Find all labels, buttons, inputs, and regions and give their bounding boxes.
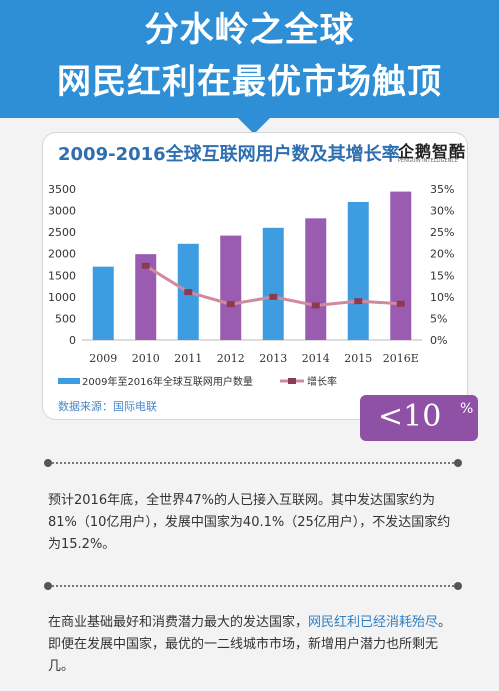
penguin-logo: 企鹅智酷 PENGUIN INTELLIGENCE xyxy=(388,138,466,166)
bar-2014 xyxy=(305,218,327,340)
legend: 2009年至2016年全球互联网用户数量 增长率 xyxy=(58,375,337,388)
y2-tick-label: 30% xyxy=(430,205,454,218)
y2-tick-label: 25% xyxy=(430,226,454,239)
paragraph-2-pre: 在商业基础最好和消费潜力最大的发达国家， xyxy=(48,615,309,630)
x-tick-label: 2012 xyxy=(217,352,245,365)
x-tick-label: 2016E xyxy=(383,352,419,365)
badge-value: <10 xyxy=(378,399,442,434)
growth-point xyxy=(226,301,235,308)
y-tick-label: 500 xyxy=(55,312,76,325)
paragraph-2-post: 。即便在发展中国家，最优的一二线城市市场，新增用户潜力也所剩无几。 xyxy=(48,615,452,674)
x-tick-label: 2010 xyxy=(132,352,160,365)
divider-top xyxy=(44,459,462,467)
bar-2013 xyxy=(262,227,284,340)
banner-pointer xyxy=(236,116,272,134)
y-tick-label: 3500 xyxy=(48,183,76,196)
bar-series xyxy=(92,191,412,340)
growth-point xyxy=(311,302,320,309)
bar-2016E xyxy=(390,191,412,340)
x-tick-label: 2013 xyxy=(259,352,287,365)
badge-unit: % xyxy=(460,401,474,417)
logo-text: 企鹅智酷 xyxy=(398,142,467,161)
growth-point xyxy=(269,293,278,300)
y2-tick-label: 35% xyxy=(430,183,454,196)
growth-point xyxy=(141,262,150,269)
y2-tick-label: 5% xyxy=(430,312,447,325)
divider-middle xyxy=(44,582,462,590)
bar-2015 xyxy=(347,201,369,340)
bar-2010 xyxy=(135,254,157,340)
paragraph-1: 预计2016年底，全世界47%的人已接入互联网。其中发达国家约为81%（10亿用… xyxy=(48,493,451,552)
x-tick-label: 2014 xyxy=(302,352,330,365)
paragraph-2: 在商业基础最好和消费潜力最大的发达国家，网民红利已经消耗殆尽。即便在发展中国家，… xyxy=(48,612,460,678)
x-axis: 2009 2010 2011 2012 2013 2014 2015 2016E xyxy=(89,352,419,365)
growth-point xyxy=(354,298,363,305)
y2-tick-label: 0% xyxy=(430,334,447,347)
data-source: 数据来源：国际电联 xyxy=(58,400,157,413)
growth-point xyxy=(396,300,405,307)
y-tick-label: 1000 xyxy=(48,291,76,304)
y2-tick-label: 15% xyxy=(430,269,454,282)
chart-title: 2009-2016全球互联网用户数及其增长率 xyxy=(58,144,400,165)
legend-swatch-growth-marker xyxy=(288,378,296,384)
x-tick-label: 2009 xyxy=(89,352,117,365)
growth-point xyxy=(184,289,193,296)
banner-title-line2: 网民红利在最优市场触顶 xyxy=(57,62,442,102)
legend-label-users: 2009年至2016年全球互联网用户数量 xyxy=(82,375,253,388)
y2-tick-label: 20% xyxy=(430,248,454,261)
x-tick-label: 2015 xyxy=(344,352,372,365)
x-tick-label: 2011 xyxy=(174,352,202,365)
bar-2009 xyxy=(92,266,114,340)
bar-2012 xyxy=(220,235,242,340)
y-axis-left: 3500 3000 2500 2000 1500 1000 500 0 xyxy=(48,183,76,347)
growth-badge: <10 % xyxy=(360,395,478,441)
y-axis-right: 35% 30% 25% 20% 15% 10% 5% 0% xyxy=(430,183,454,347)
legend-swatch-users xyxy=(58,378,80,384)
y-tick-label: 0 xyxy=(69,334,76,347)
y-tick-label: 3000 xyxy=(48,205,76,218)
y-tick-label: 1500 xyxy=(48,269,76,282)
logo-subtext: PENGUIN INTELLIGENCE xyxy=(397,158,459,164)
growth-line-series xyxy=(141,262,405,309)
y-tick-label: 2500 xyxy=(48,226,76,239)
y2-tick-label: 10% xyxy=(430,291,454,304)
paragraph-2-highlight: 网民红利已经消耗殆尽 xyxy=(308,615,439,630)
banner-title-line1: 分水岭之全球 xyxy=(144,10,355,50)
header-banner: 分水岭之全球 网民红利在最优市场触顶 xyxy=(0,0,499,118)
y-tick-label: 2000 xyxy=(48,248,76,261)
legend-label-growth: 增长率 xyxy=(307,375,337,388)
users-growth-chart: 3500 3000 2500 2000 1500 1000 500 0 35% 30% 25% 20… xyxy=(48,183,454,388)
